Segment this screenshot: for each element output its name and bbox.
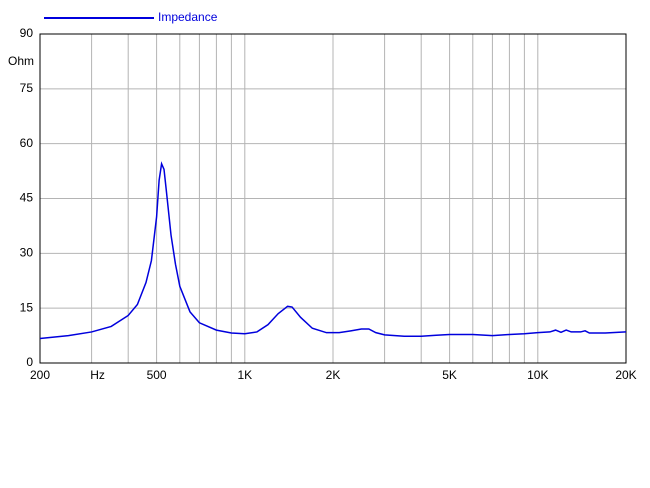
y-tick-label: 30	[20, 246, 34, 260]
y-tick-label: 60	[20, 136, 34, 150]
x-tick-label: Hz	[90, 368, 105, 382]
x-tick-label: 200	[30, 368, 50, 382]
y-tick-label: 45	[20, 191, 34, 205]
y-axis-label: Ohm	[8, 54, 34, 68]
x-tick-label: 2K	[326, 368, 341, 382]
x-tick-label: 1K	[237, 368, 252, 382]
y-tick-label: 90	[20, 26, 34, 40]
x-tick-label: 10K	[527, 368, 548, 382]
plot-frame	[39, 33, 627, 364]
y-tick-label: 15	[20, 300, 34, 314]
x-tick-label: 20K	[615, 368, 636, 382]
y-tick-label: 75	[20, 81, 34, 95]
y-tick-label: 0	[26, 355, 33, 369]
legend-label: Impedance	[158, 10, 218, 24]
x-tick-label: 5K	[442, 368, 457, 382]
series-line	[39, 161, 627, 340]
x-tick-label: 500	[147, 368, 167, 382]
